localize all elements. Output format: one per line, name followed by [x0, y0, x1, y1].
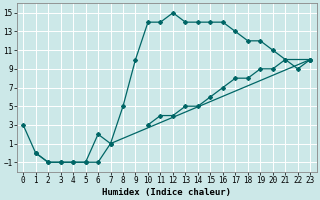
- X-axis label: Humidex (Indice chaleur): Humidex (Indice chaleur): [102, 188, 231, 197]
